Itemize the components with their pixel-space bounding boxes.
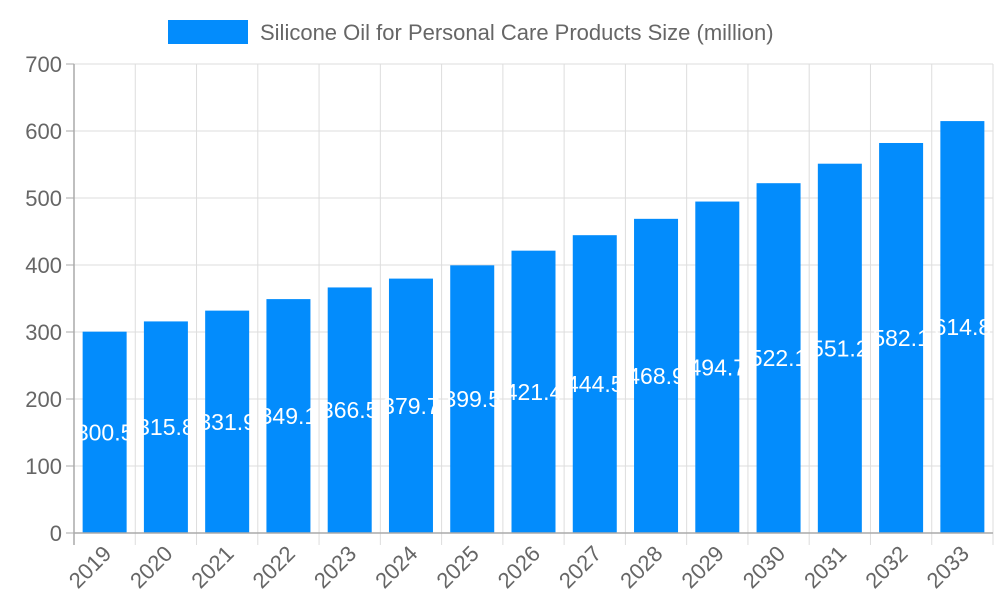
bar xyxy=(879,142,924,534)
bar xyxy=(634,218,679,533)
bar xyxy=(450,265,495,533)
data-label: 399.5 xyxy=(443,386,501,412)
data-label: 444.5 xyxy=(566,371,624,397)
x-tick-label: 2032 xyxy=(860,541,912,593)
bars xyxy=(82,121,985,534)
y-tick-label: 600 xyxy=(25,119,62,144)
data-label: 331.9 xyxy=(198,409,256,435)
grid xyxy=(73,63,994,545)
data-label: 494.7 xyxy=(689,354,747,380)
bar xyxy=(143,321,188,533)
y-tick-label: 0 xyxy=(50,521,62,546)
y-tick-label: 700 xyxy=(25,52,62,77)
data-label: 349.1 xyxy=(260,403,318,429)
x-tick-label: 2030 xyxy=(738,541,790,593)
data-label: 421.4 xyxy=(505,379,563,405)
data-label: 522.1 xyxy=(750,345,808,371)
data-label: 300.5 xyxy=(76,419,134,445)
legend-label: Silicone Oil for Personal Care Products … xyxy=(260,20,774,45)
data-label: 468.9 xyxy=(627,363,685,389)
bar xyxy=(756,183,801,533)
data-label: 366.5 xyxy=(321,397,379,423)
bar xyxy=(205,310,250,533)
legend[interactable]: Silicone Oil for Personal Care Products … xyxy=(168,20,774,45)
legend-swatch xyxy=(168,20,248,44)
bar xyxy=(82,331,127,533)
bar xyxy=(695,201,740,533)
y-tick-label: 500 xyxy=(25,186,62,211)
y-tick-label: 200 xyxy=(25,387,62,412)
x-tick-label: 2021 xyxy=(186,541,238,593)
bar xyxy=(327,287,372,533)
x-tick-label: 2028 xyxy=(615,541,667,593)
x-tick-label: 2022 xyxy=(248,541,300,593)
x-tick-label: 2029 xyxy=(677,541,729,593)
bar xyxy=(511,250,556,534)
x-tick-label: 2024 xyxy=(370,541,422,593)
data-label: 551.2 xyxy=(811,335,869,361)
x-tick-label: 2023 xyxy=(309,541,361,593)
x-tick-label: 2026 xyxy=(493,541,545,593)
data-label: 614.8 xyxy=(934,314,992,340)
bar xyxy=(266,299,311,533)
bar xyxy=(940,121,985,534)
x-tick-label: 2019 xyxy=(64,541,116,593)
x-tick-label: 2027 xyxy=(554,541,606,593)
y-tick-label: 400 xyxy=(25,253,62,278)
bar xyxy=(572,235,617,533)
x-tick-label: 2031 xyxy=(799,541,851,593)
y-tick-label: 100 xyxy=(25,454,62,479)
data-labels: 300.5 315.8 331.9 349.1 366.5 379.7 399.5 421.4… xyxy=(76,314,991,445)
bar xyxy=(817,163,862,534)
data-label: 315.8 xyxy=(137,414,195,440)
x-tick-label: 2033 xyxy=(922,541,974,593)
x-tick-label: 2025 xyxy=(431,541,483,593)
x-tick-label: 2020 xyxy=(125,541,177,593)
bar xyxy=(388,278,433,533)
data-label: 582.1 xyxy=(872,325,930,351)
data-label: 379.7 xyxy=(382,393,440,419)
y-tick-label: 300 xyxy=(25,320,62,345)
